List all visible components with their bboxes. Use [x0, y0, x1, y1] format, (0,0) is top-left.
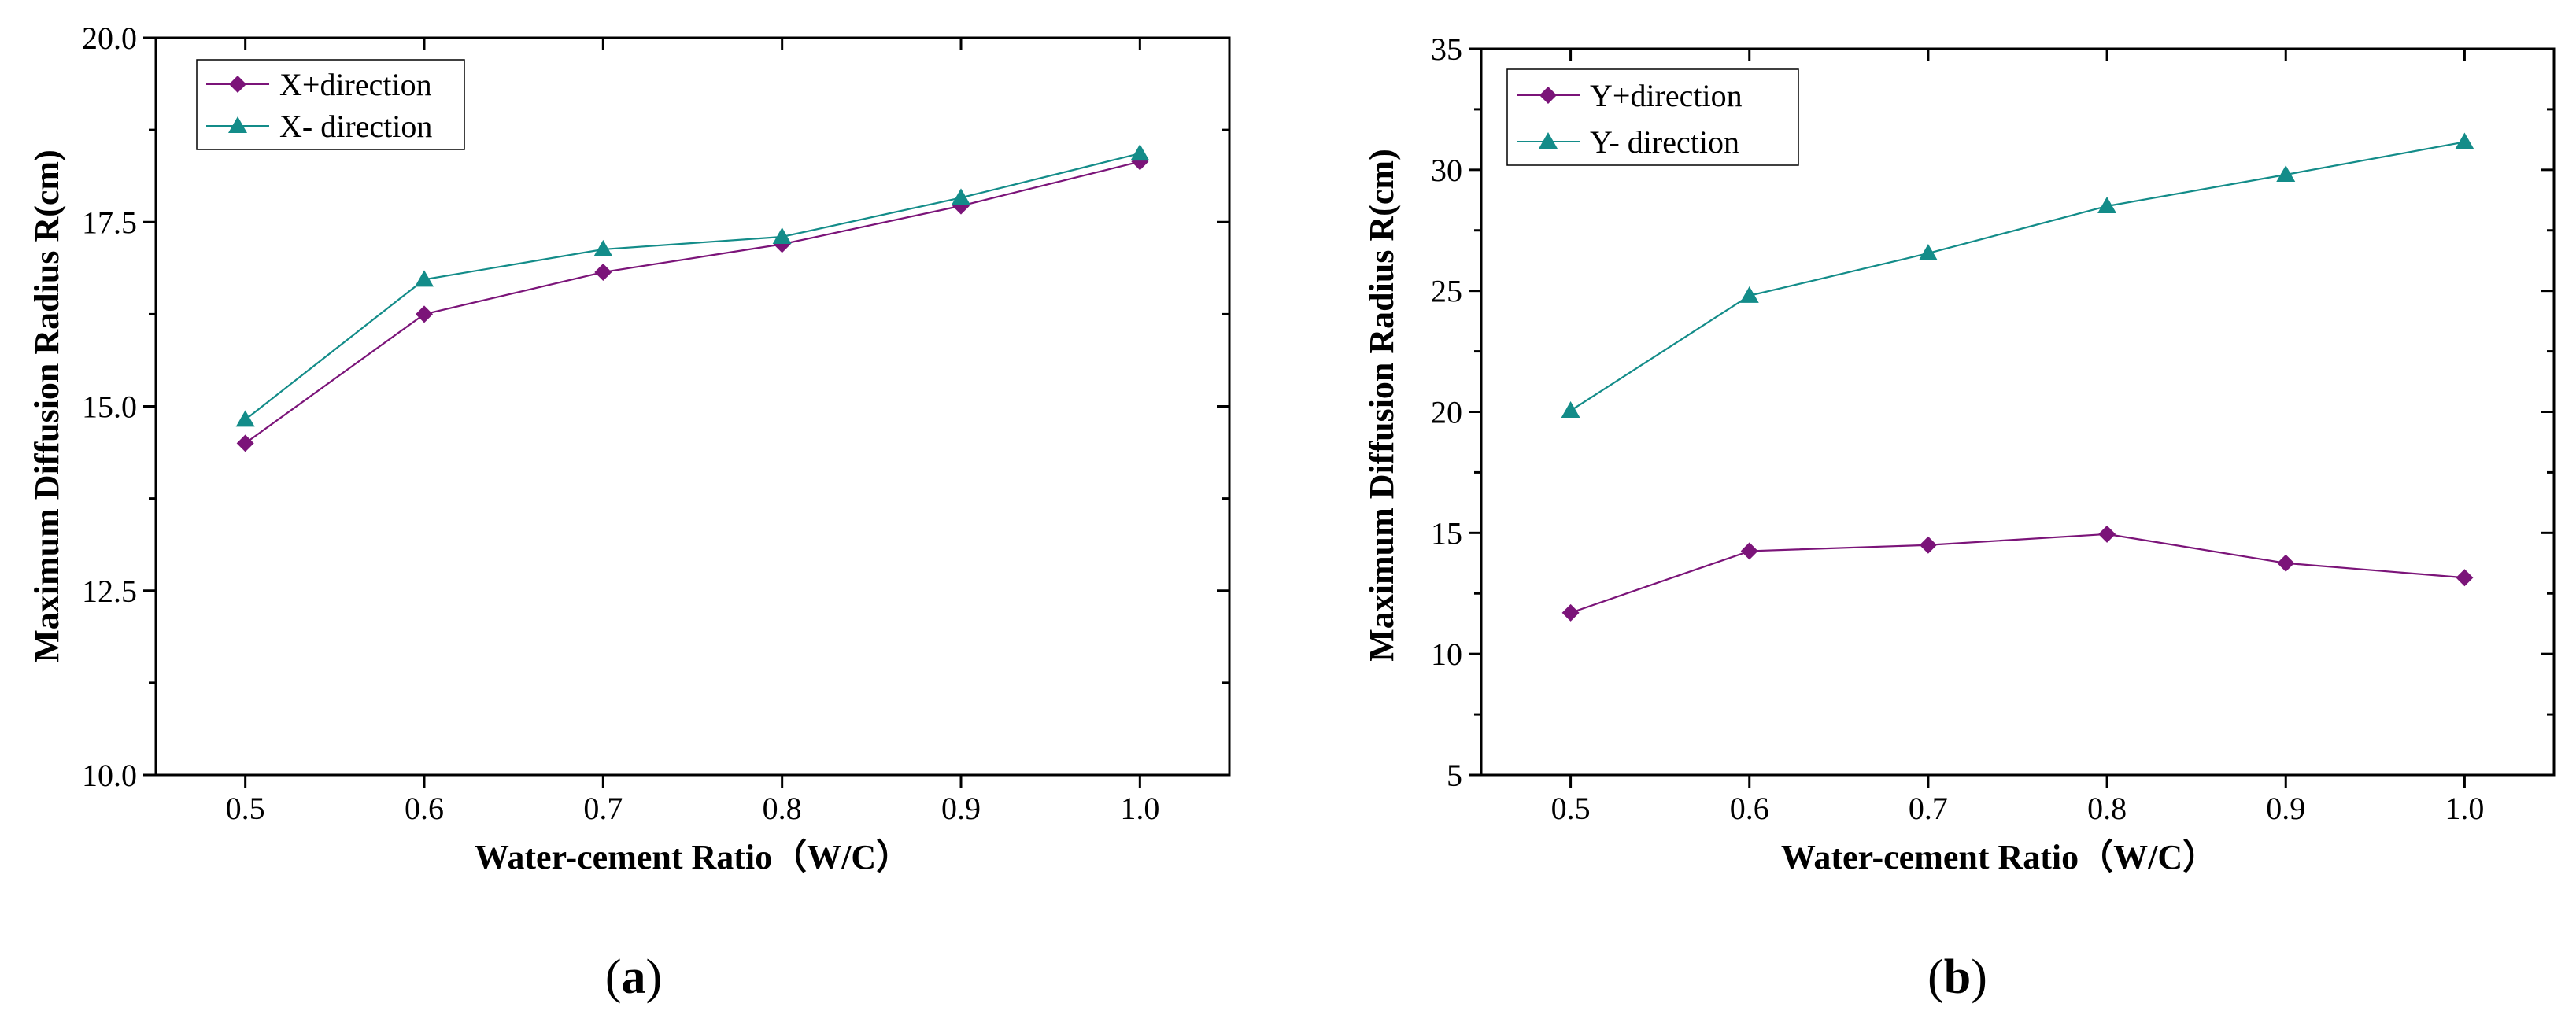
legend-label-x-plus: X+direction [279, 67, 432, 102]
axis-ticks-a: 0.5 0.6 0.7 0.8 0.9 1.0 10.0 12.5 15.0 17.5 20.0 [82, 20, 1229, 826]
data-point-x-direction-0 [235, 410, 255, 427]
x-tick-label-b-4: 0.9 [2266, 791, 2305, 826]
series-line-y-direction [1569, 141, 2465, 411]
y-tick-label-b-0: 5 [1447, 758, 1462, 793]
data-point-x-direction-1 [416, 305, 433, 323]
x-axis-title-b: Water-cement Ratio（W/C） [1781, 838, 2217, 876]
data-point-y-direction-3 [2098, 525, 2116, 543]
data-point-y-direction-2 [1918, 243, 1938, 260]
series-line-y-direction [1570, 533, 2465, 614]
x-tick-label-a-0: 0.5 [226, 791, 265, 826]
x-tick-label-a-1: 0.6 [405, 791, 444, 826]
legend-marker-x-plus [229, 76, 246, 93]
x-tick-label-a-3: 0.8 [763, 791, 802, 826]
data-point-x-direction-5 [1130, 144, 1150, 161]
y-tick-label-b-2: 15 [1431, 515, 1462, 551]
legend-box-b [1506, 68, 1799, 166]
panel-label-b-open: ( [1927, 950, 1944, 1004]
series-line-x-direction [245, 160, 1140, 445]
x-tick-label-a-4: 0.9 [941, 791, 981, 826]
data-point-x-direction-4 [952, 188, 970, 205]
x-tick-label-a-5: 1.0 [1120, 791, 1159, 826]
panel-label-a: (a) [605, 950, 662, 1004]
legend-box-a [196, 59, 465, 150]
data-point-x-direction-3 [772, 227, 792, 244]
legend-marker-x-minus [228, 116, 247, 133]
y-axis-title-b: Maximum Diffusion Radius R(cm) [1362, 149, 1401, 661]
data-point-y-direction-2 [1919, 536, 1937, 554]
axis-ticks-b: 0.5 0.6 0.7 0.8 0.9 1.0 5 10 15 20 25 30 35 [1431, 31, 2554, 826]
y-tick-label-a-1: 12.5 [82, 574, 137, 609]
panel-label-b-close: ) [1971, 950, 1987, 1004]
series-line-x-direction [244, 153, 1140, 421]
data-point-x-direction-1 [415, 270, 434, 287]
legend-b: Y+direction Y- direction [1506, 68, 1799, 166]
panel-label-a-letter: a [622, 950, 646, 1004]
legend-marker-y-minus [1539, 132, 1558, 149]
data-point-y-direction-0 [1561, 603, 1580, 622]
data-point-y-direction-0 [1561, 400, 1580, 418]
data-point-y-direction-5 [2456, 569, 2474, 587]
data-point-y-direction-3 [2097, 196, 2117, 213]
data-point-y-direction-1 [1740, 542, 1758, 560]
x-tick-label-b-5: 1.0 [2445, 791, 2484, 826]
y-tick-label-b-6: 35 [1431, 31, 1462, 67]
chart-panel-b: 0.5 0.6 0.7 0.8 0.9 1.0 5 10 15 20 25 30 35 Y+direct… [1362, 31, 2556, 1004]
legend-marker-y-plus [1539, 87, 1557, 104]
panel-label-b-letter: b [1944, 950, 1971, 1004]
y-tick-label-a-2: 15.0 [82, 389, 137, 425]
y-tick-label-b-1: 10 [1431, 636, 1462, 672]
x-tick-label-b-1: 0.6 [1730, 791, 1769, 826]
data-point-y-direction-1 [1739, 286, 1759, 303]
y-tick-label-b-3: 20 [1431, 395, 1462, 430]
legend-label-y-plus: Y+direction [1590, 78, 1743, 113]
panel-label-a-open: ( [605, 950, 622, 1004]
x-tick-label-b-2: 0.7 [1909, 791, 1948, 826]
y-tick-label-a-0: 10.0 [82, 758, 137, 793]
y-tick-label-a-4: 20.0 [82, 20, 137, 56]
x-tick-label-b-3: 0.8 [2087, 791, 2127, 826]
legend-a: X+direction X- direction [196, 59, 465, 150]
x-tick-label-a-2: 0.7 [583, 791, 623, 826]
data-point-x-direction-2 [593, 239, 613, 256]
data-point-y-direction-4 [2276, 164, 2296, 182]
data-point-x-direction-0 [236, 434, 254, 452]
y-tick-label-b-5: 30 [1431, 153, 1462, 188]
legend-label-x-minus: X- direction [279, 109, 432, 144]
series-layer-b [1561, 132, 2474, 622]
data-point-x-direction-2 [594, 263, 612, 281]
data-point-x-direction-4 [952, 197, 970, 215]
data-point-y-direction-4 [2277, 554, 2295, 572]
panel-label-b: (b) [1927, 950, 1987, 1004]
series-layer-a [235, 144, 1150, 452]
data-point-y-direction-5 [2455, 132, 2474, 149]
chart-panel-a: 0.5 0.6 0.7 0.8 0.9 1.0 10.0 12.5 15.0 17.5 20.0 X… [28, 20, 1231, 1004]
y-axis-title-a: Maximum Diffusion Radius R(cm) [28, 149, 66, 662]
panel-label-a-close: ) [646, 950, 663, 1004]
legend-label-y-minus: Y- direction [1590, 124, 1739, 160]
x-tick-label-b-0: 0.5 [1551, 791, 1591, 826]
x-axis-title-a: Water-cement Ratio（W/C） [475, 838, 911, 876]
y-tick-label-b-4: 25 [1431, 274, 1462, 309]
y-tick-label-a-3: 17.5 [82, 205, 137, 240]
